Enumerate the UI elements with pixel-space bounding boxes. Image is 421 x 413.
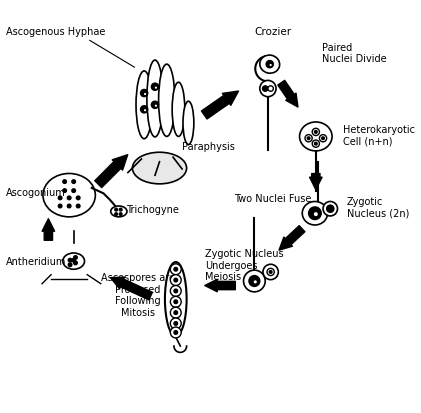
Circle shape [307,138,310,140]
Circle shape [171,264,181,275]
Circle shape [171,318,181,329]
Circle shape [68,259,72,262]
Circle shape [174,268,178,271]
Text: Zygotic
Nucleus (2n): Zygotic Nucleus (2n) [346,197,409,218]
Ellipse shape [263,265,278,280]
Ellipse shape [302,202,328,225]
Circle shape [269,271,272,274]
Ellipse shape [132,153,187,185]
Circle shape [143,109,147,113]
FancyArrowPatch shape [205,280,235,292]
Text: Zygotic Nucleus
Undergoes
Meiosis: Zygotic Nucleus Undergoes Meiosis [205,249,283,282]
FancyArrowPatch shape [111,278,152,300]
FancyArrowPatch shape [95,155,128,188]
Circle shape [154,104,158,108]
Ellipse shape [172,83,185,137]
Ellipse shape [260,56,280,74]
Circle shape [174,331,178,335]
Text: Antheridium: Antheridium [6,256,66,266]
Circle shape [72,180,75,184]
Text: Ascospores are
Produced
Following
Mitosis: Ascospores are Produced Following Mitosi… [101,272,175,317]
Circle shape [267,269,274,276]
Circle shape [76,197,80,200]
Ellipse shape [63,253,85,270]
Ellipse shape [260,81,276,97]
Circle shape [119,213,122,216]
Ellipse shape [183,102,194,145]
Circle shape [63,190,67,193]
Circle shape [269,64,272,68]
Circle shape [59,197,62,200]
Circle shape [67,197,71,200]
Text: Two Nuclei Fuse: Two Nuclei Fuse [234,193,312,203]
Circle shape [320,135,327,142]
Ellipse shape [147,61,163,138]
Circle shape [72,259,75,262]
FancyArrowPatch shape [309,174,322,190]
Ellipse shape [43,174,95,217]
Circle shape [67,205,71,208]
Circle shape [141,107,148,114]
Ellipse shape [111,206,127,217]
FancyArrowPatch shape [42,219,55,241]
Circle shape [266,62,273,69]
Circle shape [268,87,273,92]
Circle shape [313,212,319,217]
Circle shape [171,307,181,318]
Circle shape [312,129,320,136]
FancyArrowPatch shape [278,81,298,108]
Circle shape [305,135,312,142]
Circle shape [171,275,181,286]
Ellipse shape [165,262,187,336]
Ellipse shape [136,72,152,139]
Circle shape [174,279,178,282]
FancyArrowPatch shape [202,92,239,120]
Circle shape [152,102,159,109]
Circle shape [63,180,67,184]
Ellipse shape [323,202,338,216]
Circle shape [76,205,80,208]
Circle shape [152,84,159,91]
Text: Ascogonium: Ascogonium [6,188,66,198]
Circle shape [74,256,77,260]
Circle shape [115,213,117,216]
Text: Trichogyne: Trichogyne [126,204,179,214]
Circle shape [309,207,321,220]
Text: Ascogenous Hyphae: Ascogenous Hyphae [6,27,105,37]
Circle shape [253,280,258,285]
Ellipse shape [243,271,265,292]
Circle shape [59,205,62,208]
Circle shape [68,263,72,267]
Circle shape [174,322,178,325]
Circle shape [322,138,325,140]
Circle shape [171,286,181,297]
Circle shape [312,141,320,148]
Circle shape [154,87,158,90]
Circle shape [314,131,317,134]
Circle shape [249,276,260,287]
Circle shape [174,300,178,304]
Text: Crozier: Crozier [254,27,291,37]
Circle shape [327,206,334,213]
Circle shape [119,209,122,211]
Circle shape [171,297,181,307]
Circle shape [174,290,178,293]
Circle shape [143,93,147,97]
Ellipse shape [159,65,175,137]
Circle shape [171,327,181,338]
Text: Paired
Nuclei Divide: Paired Nuclei Divide [322,43,387,64]
Ellipse shape [300,123,332,152]
Circle shape [141,90,148,97]
Circle shape [115,209,117,211]
Circle shape [74,261,77,265]
Text: Heterokaryotic
Cell (n+n): Heterokaryotic Cell (n+n) [343,125,415,146]
Text: Paraphysis: Paraphysis [182,142,235,152]
Circle shape [263,87,268,92]
FancyArrowPatch shape [279,226,305,251]
Circle shape [174,311,178,315]
Circle shape [314,143,317,146]
Circle shape [72,190,75,193]
